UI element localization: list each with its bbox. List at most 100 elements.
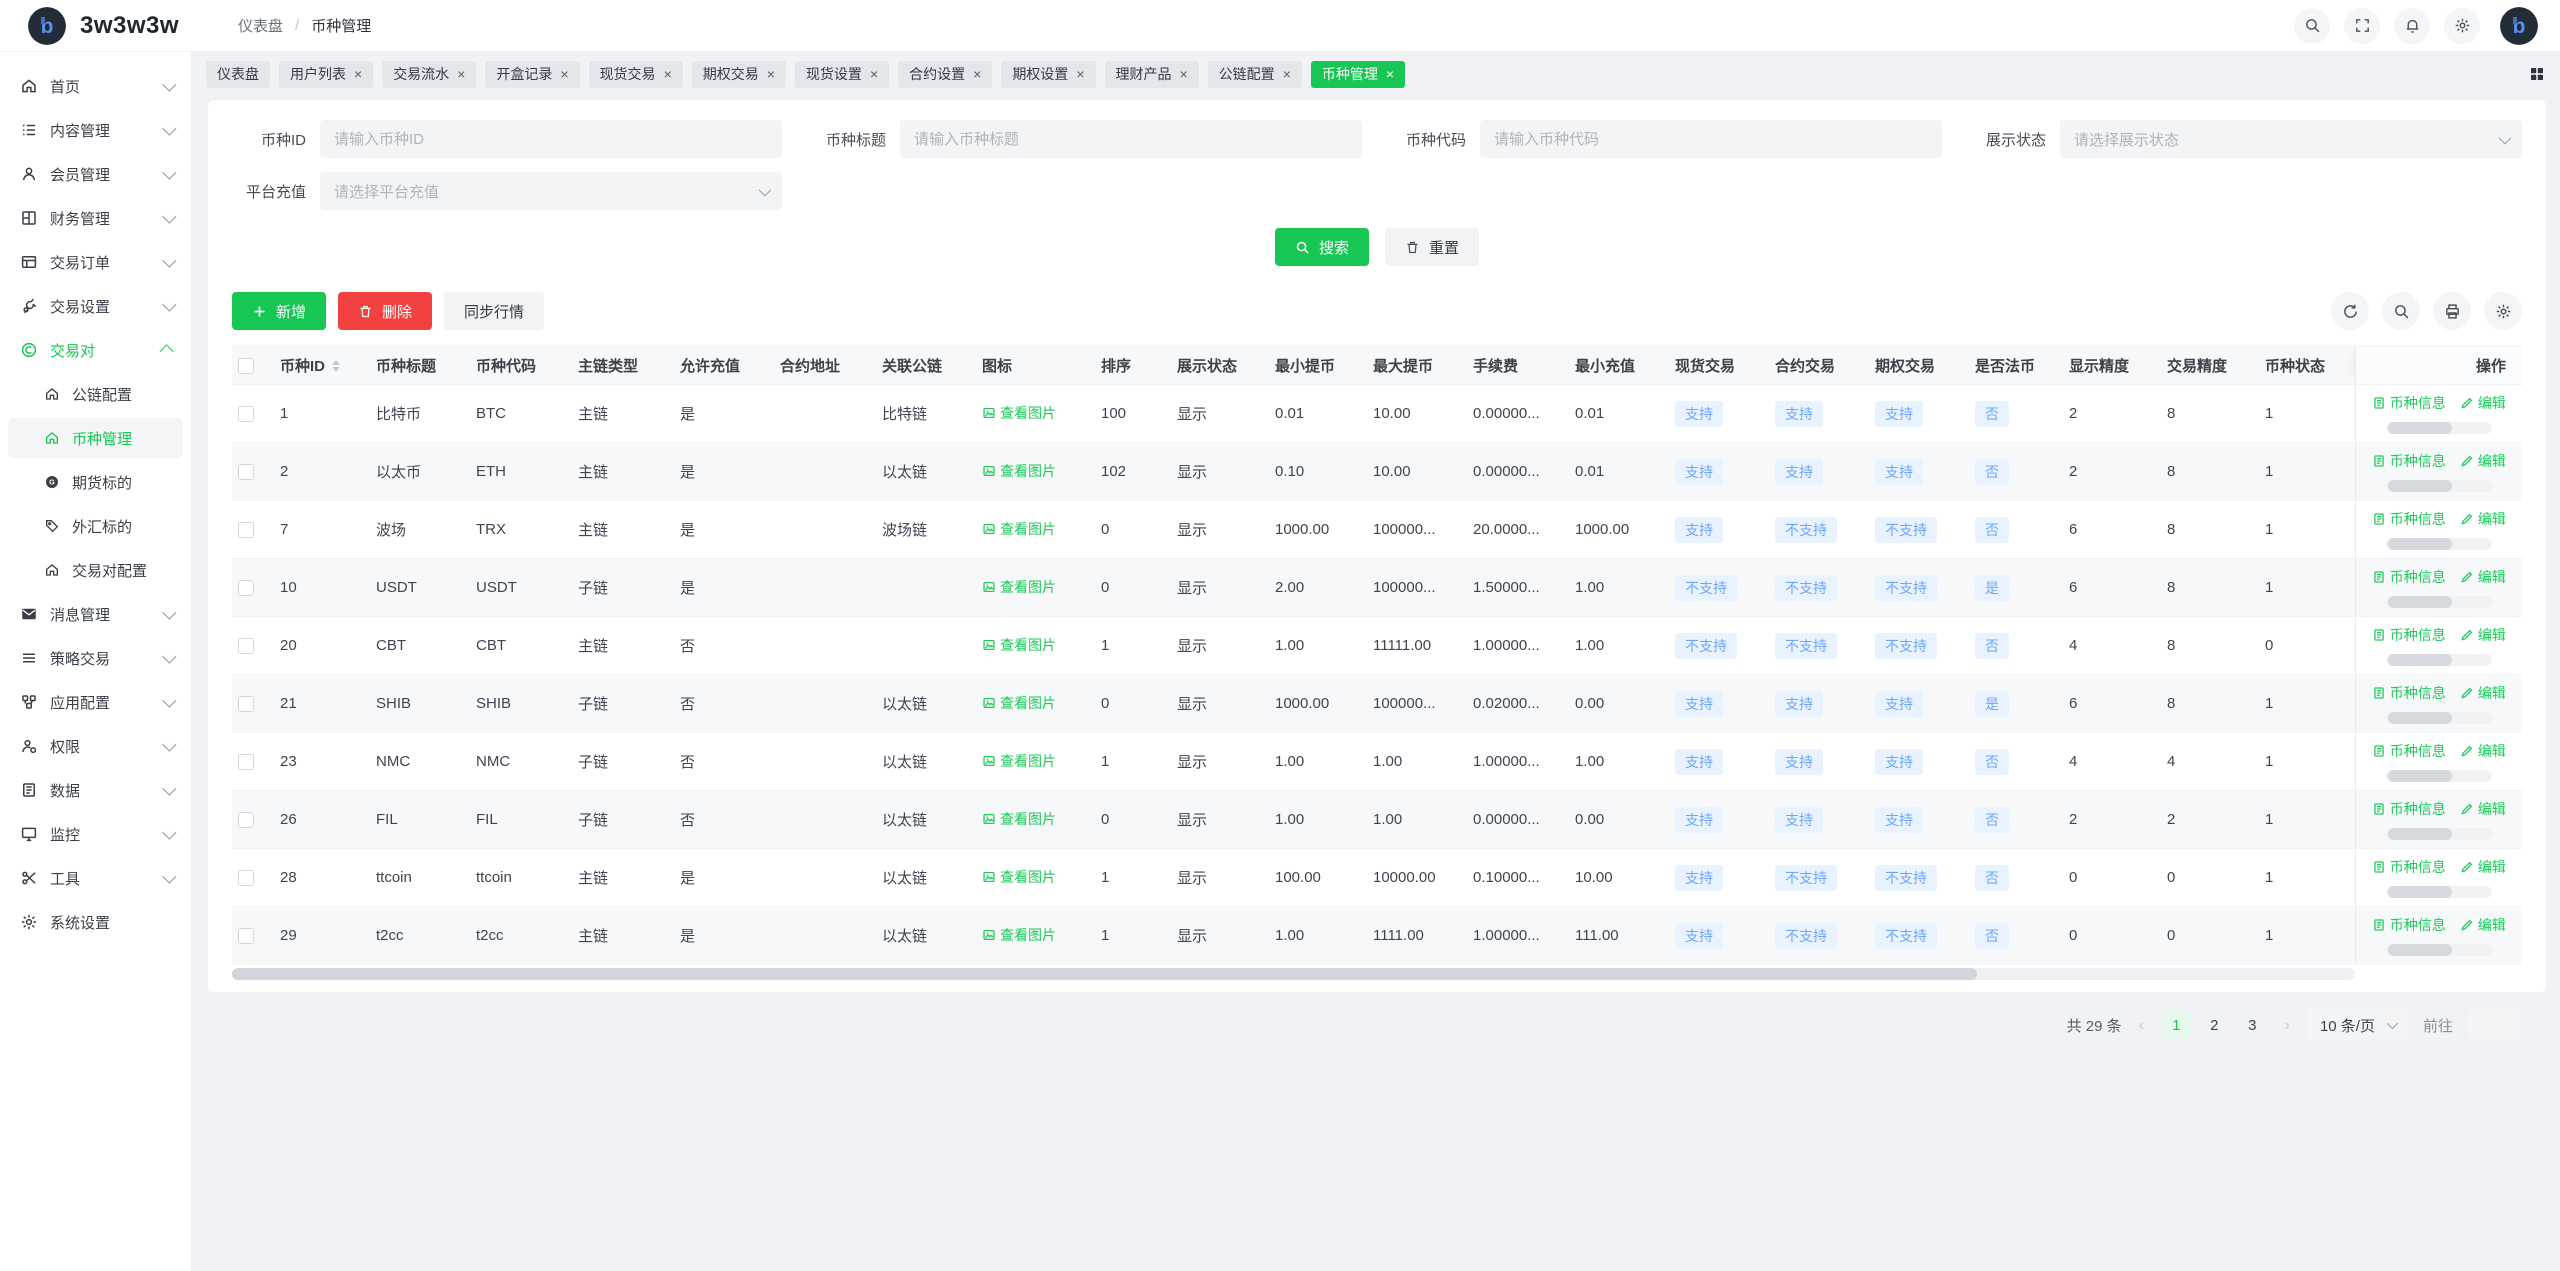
- sidebar-item-会员管理[interactable]: 会员管理: [8, 154, 183, 194]
- view-image-link[interactable]: 查看图片: [982, 693, 1056, 713]
- reset-button[interactable]: 重置: [1385, 228, 1480, 266]
- sidebar-item-数据[interactable]: 数据: [8, 770, 183, 810]
- close-icon[interactable]: ×: [1179, 66, 1188, 82]
- row-checkbox[interactable]: [238, 406, 254, 423]
- close-icon[interactable]: ×: [354, 66, 363, 82]
- close-icon[interactable]: ×: [560, 66, 569, 82]
- action-scrollbar-thumb[interactable]: [2387, 538, 2452, 550]
- sidebar-subitem-外汇标的[interactable]: 外汇标的: [8, 506, 183, 546]
- sidebar-subitem-公链配置[interactable]: 公链配置: [8, 374, 183, 414]
- logo[interactable]: b 3w3w3w: [0, 6, 192, 45]
- view-image-link[interactable]: 查看图片: [982, 519, 1056, 539]
- select-all-checkbox[interactable]: [238, 358, 254, 375]
- tab-理财产品[interactable]: 理财产品 ×: [1104, 60, 1199, 88]
- view-image-link[interactable]: 查看图片: [982, 577, 1056, 597]
- tab-公链配置[interactable]: 公链配置 ×: [1207, 60, 1302, 88]
- tab-现货交易[interactable]: 现货交易 ×: [588, 60, 683, 88]
- row-checkbox[interactable]: [238, 696, 254, 713]
- edit-link[interactable]: 编辑: [2460, 857, 2506, 877]
- tabs-grid-icon[interactable]: [2528, 65, 2546, 83]
- close-icon[interactable]: ×: [766, 66, 775, 82]
- sort-carets-icon[interactable]: [332, 359, 341, 372]
- close-icon[interactable]: ×: [1282, 66, 1291, 82]
- tab-仪表盘[interactable]: 仪表盘: [206, 60, 270, 88]
- edit-link[interactable]: 编辑: [2460, 509, 2506, 529]
- action-scrollbar-thumb[interactable]: [2387, 712, 2452, 724]
- action-scrollbar-thumb[interactable]: [2387, 770, 2452, 782]
- sidebar-subitem-交易对配置[interactable]: 交易对配置: [8, 550, 183, 590]
- search-icon[interactable]: [2294, 7, 2330, 44]
- filter-input-币种ID[interactable]: [320, 120, 782, 158]
- refresh-icon[interactable]: [2331, 292, 2369, 330]
- filter-input-币种代码[interactable]: [1480, 120, 1942, 158]
- sidebar-subitem-币种管理[interactable]: 币种管理: [8, 418, 183, 458]
- sidebar-item-工具[interactable]: 工具: [8, 858, 183, 898]
- gear-icon[interactable]: [2484, 292, 2522, 330]
- tab-期权交易[interactable]: 期权交易 ×: [691, 60, 786, 88]
- view-image-link[interactable]: 查看图片: [982, 809, 1056, 829]
- breadcrumb-root[interactable]: 仪表盘: [238, 18, 284, 35]
- coin-info-link[interactable]: 币种信息: [2372, 451, 2446, 471]
- page-1[interactable]: 1: [2161, 1010, 2192, 1040]
- close-icon[interactable]: ×: [1076, 66, 1085, 82]
- sync-market-button[interactable]: 同步行情: [444, 292, 545, 330]
- search-icon[interactable]: [2382, 292, 2420, 330]
- edit-link[interactable]: 编辑: [2460, 393, 2506, 413]
- sidebar-item-财务管理[interactable]: 财务管理: [8, 198, 183, 238]
- row-checkbox[interactable]: [238, 638, 254, 655]
- sidebar-item-交易对[interactable]: 交易对: [8, 330, 183, 370]
- sidebar-subitem-期货标的[interactable]: G 期货标的: [8, 462, 183, 502]
- action-scrollbar-thumb[interactable]: [2387, 886, 2452, 898]
- row-checkbox[interactable]: [238, 870, 254, 887]
- sidebar-item-权限[interactable]: 权限: [8, 726, 183, 766]
- tab-交易流水[interactable]: 交易流水 ×: [382, 60, 477, 88]
- page-size-select[interactable]: 10 条/页: [2306, 1008, 2408, 1042]
- action-scrollbar-thumb[interactable]: [2387, 944, 2452, 956]
- jump-page-input[interactable]: [2468, 1008, 2522, 1042]
- view-image-link[interactable]: 查看图片: [982, 461, 1056, 481]
- coin-info-link[interactable]: 币种信息: [2372, 393, 2446, 413]
- close-icon[interactable]: ×: [973, 66, 982, 82]
- close-icon[interactable]: ×: [869, 66, 879, 82]
- close-icon[interactable]: ×: [1385, 66, 1395, 82]
- tab-合约设置[interactable]: 合约设置 ×: [898, 60, 993, 88]
- action-scrollbar-thumb[interactable]: [2387, 422, 2452, 434]
- close-icon[interactable]: ×: [457, 66, 466, 82]
- sidebar-item-消息管理[interactable]: 消息管理: [8, 594, 183, 634]
- sidebar-item-应用配置[interactable]: 应用配置: [8, 682, 183, 722]
- coin-info-link[interactable]: 币种信息: [2372, 509, 2446, 529]
- gear-icon[interactable]: [2444, 7, 2480, 44]
- sidebar-item-策略交易[interactable]: 策略交易: [8, 638, 183, 678]
- edit-link[interactable]: 编辑: [2460, 451, 2506, 471]
- filter-input-币种标题[interactable]: [900, 120, 1362, 158]
- tab-币种管理[interactable]: 币种管理 ×: [1310, 60, 1406, 88]
- view-image-link[interactable]: 查看图片: [982, 635, 1056, 655]
- bell-icon[interactable]: [2394, 7, 2430, 44]
- edit-link[interactable]: 编辑: [2460, 567, 2506, 587]
- sortable-header[interactable]: 币种ID: [280, 355, 341, 376]
- view-image-link[interactable]: 查看图片: [982, 403, 1056, 423]
- sidebar-item-交易设置[interactable]: 交易设置: [8, 286, 183, 326]
- prev-page-button[interactable]: ‹: [2138, 1015, 2145, 1034]
- tab-用户列表[interactable]: 用户列表 ×: [279, 60, 374, 88]
- filter-select-平台充值[interactable]: 请选择平台充值: [320, 172, 782, 210]
- edit-link[interactable]: 编辑: [2460, 799, 2506, 819]
- next-page-button[interactable]: ›: [2284, 1015, 2290, 1034]
- coin-info-link[interactable]: 币种信息: [2372, 567, 2446, 587]
- row-checkbox[interactable]: [238, 928, 254, 945]
- edit-link[interactable]: 编辑: [2460, 625, 2506, 645]
- filter-select-展示状态[interactable]: 请选择展示状态: [2060, 120, 2522, 158]
- coin-info-link[interactable]: 币种信息: [2372, 915, 2446, 935]
- edit-link[interactable]: 编辑: [2460, 915, 2506, 935]
- row-checkbox[interactable]: [238, 580, 254, 597]
- sidebar-item-监控[interactable]: 监控: [8, 814, 183, 854]
- sidebar-item-交易订单[interactable]: 交易订单: [8, 242, 183, 282]
- view-image-link[interactable]: 查看图片: [982, 925, 1056, 945]
- tab-期权设置[interactable]: 期权设置 ×: [1001, 60, 1096, 88]
- sort-asc-icon[interactable]: [332, 359, 341, 365]
- edit-link[interactable]: 编辑: [2460, 741, 2506, 761]
- page-2[interactable]: 2: [2210, 1016, 2219, 1034]
- horizontal-scrollbar-thumb[interactable]: [232, 968, 1977, 980]
- action-scrollbar-thumb[interactable]: [2387, 596, 2452, 608]
- action-scrollbar-thumb[interactable]: [2387, 654, 2452, 666]
